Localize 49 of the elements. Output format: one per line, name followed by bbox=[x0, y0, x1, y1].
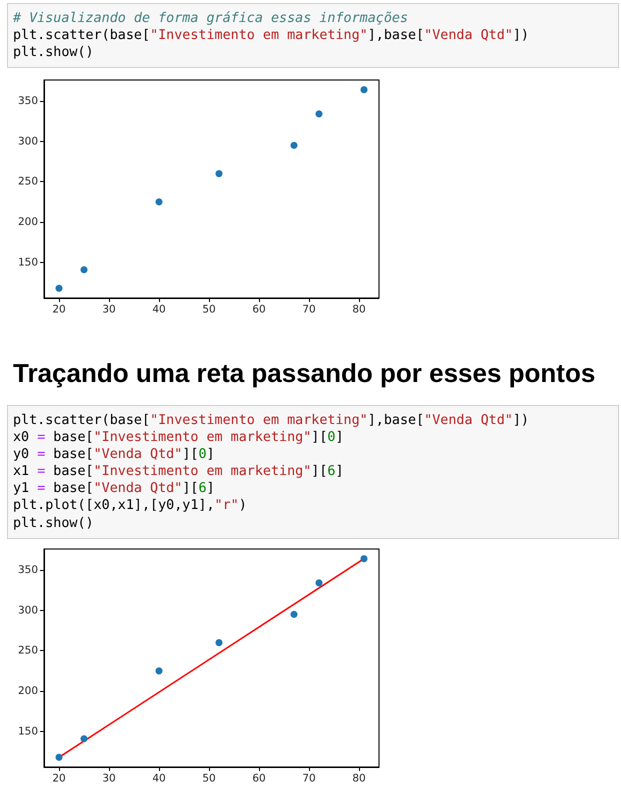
point bbox=[56, 284, 62, 292]
point bbox=[360, 555, 368, 562]
x-tick-label: 60 bbox=[252, 772, 266, 784]
text: plt.scatter(base["Investimento em marketing"],base["Venda Qtd"]) bbox=[13, 413, 529, 428]
y-tick-label: 150 bbox=[18, 725, 38, 738]
text: plt.show() bbox=[13, 45, 94, 60]
text: # Visualizando de forma gráfica essas informações bbox=[13, 11, 408, 26]
x-tick-label: 50 bbox=[202, 772, 216, 784]
x-tick-label: 20 bbox=[52, 304, 66, 316]
point bbox=[290, 610, 298, 618]
point bbox=[216, 639, 222, 646]
point bbox=[316, 579, 322, 586]
x-tick-label: 50 bbox=[202, 304, 216, 316]
y-tick-label: 300 bbox=[18, 135, 38, 148]
chart-title: Traçando uma reta passando por esses pontos bbox=[13, 357, 596, 389]
point bbox=[316, 110, 322, 118]
y-tick-label: 200 bbox=[18, 216, 38, 228]
y-tick-label: 350 bbox=[18, 94, 38, 107]
y-tick-label: 250 bbox=[18, 644, 38, 657]
y-tick-label: 200 bbox=[18, 685, 38, 698]
x-tick-label: 30 bbox=[102, 772, 116, 784]
x-tick-label: 40 bbox=[152, 304, 166, 316]
point bbox=[80, 735, 88, 742]
point bbox=[56, 754, 62, 761]
x-tick-label: 80 bbox=[352, 772, 366, 784]
point bbox=[156, 667, 162, 674]
text: x1 = base["Investimento em marketing"][6] bbox=[13, 464, 344, 480]
point bbox=[216, 170, 222, 178]
y-tick-label: 350 bbox=[18, 564, 38, 576]
x-tick-label: 40 bbox=[152, 772, 166, 784]
point bbox=[80, 266, 88, 274]
text: plt.plot([x0,x1],[y0,y1],"r") bbox=[13, 498, 247, 514]
y-tick-label: 150 bbox=[18, 256, 38, 268]
x-tick-label: 70 bbox=[302, 304, 316, 316]
x-tick-label: 30 bbox=[102, 304, 116, 316]
x-tick-label: 20 bbox=[52, 772, 66, 784]
text: plt.scatter(base["Investimento em marketing"],base["Venda Qtd"]) bbox=[13, 28, 529, 44]
y-tick-label: 300 bbox=[18, 604, 38, 616]
text: y1 = base["Venda Qtd"][6] bbox=[13, 481, 215, 496]
point bbox=[290, 142, 298, 149]
x-tick-label: 70 bbox=[302, 772, 316, 784]
x-tick-label: 80 bbox=[352, 304, 366, 316]
point bbox=[360, 86, 368, 94]
point bbox=[156, 198, 162, 206]
x-tick-label: 60 bbox=[252, 304, 266, 316]
text: y0 = base["Venda Qtd"][0] bbox=[13, 447, 215, 462]
y-tick-label: 250 bbox=[18, 176, 38, 188]
text: plt.show() bbox=[13, 516, 94, 531]
text: x0 = base["Investimento em marketing"][0] bbox=[13, 430, 344, 446]
